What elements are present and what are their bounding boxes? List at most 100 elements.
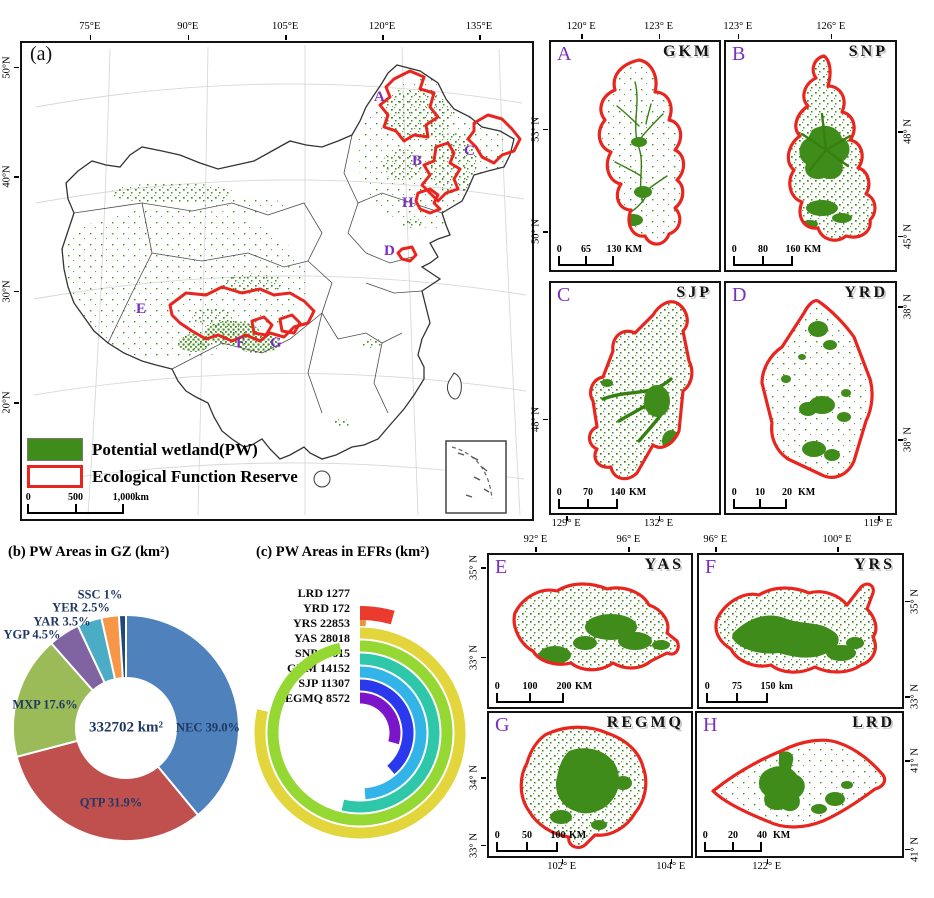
scalebar-unit: KM <box>804 244 822 255</box>
region-code-SNP: SNP <box>848 43 888 60</box>
donut-label-NEC: NEC 39.0% <box>176 720 240 735</box>
lon-tick-mark <box>715 547 717 552</box>
scalebar-mark <box>760 842 762 850</box>
scalebar-unit: KM <box>569 830 587 841</box>
scalebar-tick: 80 <box>758 244 768 255</box>
radial-bar-YAS <box>267 640 453 826</box>
scalebar-tick: 20 <box>782 487 792 498</box>
lat-tick-label: 38° N <box>902 427 914 453</box>
region-letter-F: F <box>705 556 717 578</box>
lat-tick-label: 48° N <box>530 406 542 432</box>
region-map-YRS <box>714 582 878 674</box>
province-borders <box>73 134 443 414</box>
donut-label-YER: YER 2.5% <box>52 600 110 615</box>
lat-tick-mark <box>905 760 910 762</box>
scalebar-mark <box>562 693 564 701</box>
region-map-REGMQ <box>519 725 648 850</box>
radial-label-YRD: YRD 172 <box>303 601 350 615</box>
scalebar-mark <box>616 499 618 507</box>
scalebar-mark <box>736 693 738 701</box>
lon-tick-label: 119° E <box>863 518 893 529</box>
x-tick-mark <box>285 35 287 40</box>
lat-tick-mark <box>481 656 486 659</box>
region-map-SNP <box>786 54 877 242</box>
scalebar-SNP-bar <box>733 256 793 266</box>
reserve-marker-A: A <box>374 89 385 105</box>
region-panel-LRD: H LRD 122° E 41° N 41° N 0 20 40 KM <box>695 711 921 872</box>
scalebar-LRD: 0 20 40 KM <box>703 830 790 852</box>
y-tick-mark <box>14 402 19 404</box>
lat-tick-mark <box>543 128 548 131</box>
scalebar-GKM-bar <box>558 256 614 266</box>
scalebar-mark <box>496 693 498 701</box>
scalebar-REGMQ-numbers: 0 50 100 KM <box>494 830 586 842</box>
reserve-swatch-icon <box>27 465 83 488</box>
lat-tick-label: 41° N <box>909 836 921 862</box>
region-letter-G: G <box>495 714 510 736</box>
scalebar-mark <box>27 504 29 512</box>
lon-tick-mark <box>581 34 583 39</box>
main-map-scalebar: 0 500 1,000 km <box>26 492 298 514</box>
x-tick-mark <box>89 35 92 40</box>
lon-tick-mark <box>566 516 568 521</box>
scalebar-tick: 160 <box>785 244 801 255</box>
scalebar-unit: KM <box>798 487 816 498</box>
scalebar-mark <box>526 842 528 850</box>
lat-tick-mark <box>898 235 903 238</box>
scalebar-SJP-bar <box>558 499 618 509</box>
lon-tick-mark <box>561 859 564 864</box>
region-letter-B: B <box>732 43 746 65</box>
lat-tick-mark <box>905 600 910 603</box>
scalebar-tick: 200 <box>556 681 572 692</box>
reserve-outline-GKM <box>597 58 686 246</box>
region-letter-D: D <box>732 284 747 306</box>
region-panel-GKM: A GKM 120° E 123° E 53° N 50° N 0 65 130 KM <box>531 21 721 272</box>
scalebar-mark <box>759 499 761 507</box>
donut-chart <box>12 613 240 842</box>
region-panel-YAS: E YAS 92° E 96° E 35° N 33° N 0 100 200 KM <box>469 534 693 709</box>
scalebar-YAS-bar <box>496 693 564 703</box>
lat-tick-label: 41° N <box>909 748 921 774</box>
scalebar-tick: 500 <box>68 492 83 503</box>
scalebar-tick: 100 <box>522 681 538 692</box>
radial-chart-panel: (c) PW Areas in EFRs (km²) LRD 1277 YRD 1… <box>250 542 482 896</box>
reserve-marker-F: F <box>236 335 246 351</box>
lon-tick-label: 126° E <box>816 21 846 32</box>
lon-tick-mark <box>658 34 661 39</box>
reserve-marker-E: E <box>136 301 147 317</box>
x-tick-label: 105°E <box>271 21 299 32</box>
lat-tick-label: 48° N <box>902 118 914 144</box>
taiwan-island <box>446 372 462 400</box>
scalebar-tick: 0 <box>556 244 562 255</box>
lon-tick-mark <box>670 859 673 864</box>
reserve-marker-H: H <box>402 195 414 211</box>
lon-tick-mark <box>837 547 839 552</box>
region-code-REGMQ: REGMQ <box>606 714 684 731</box>
scalebar-tick: 65 <box>581 244 591 255</box>
lon-tick-label: 123° E <box>644 21 674 32</box>
main-map-panel: (a) A B C D E F G H 75°E 90°E 105°E 120°E 135°E 50°… <box>2 21 534 521</box>
scalebar-mark <box>706 693 708 701</box>
region-code-YRD: YRD <box>844 284 888 301</box>
radial-label-SJP: SJP 11307 <box>298 676 350 690</box>
scalebar-LRD-bar <box>704 842 762 852</box>
scalebar-SJP: 0 70 140 KM <box>557 487 646 509</box>
donut-title: (b) PW Areas in GZ (km²) <box>8 544 170 560</box>
x-tick-label: 75°E <box>79 21 101 32</box>
scalebar-tick: 100 <box>550 830 566 841</box>
scalebar-mark <box>587 499 589 507</box>
lat-tick-mark <box>905 848 910 851</box>
scalebar-tick: 0 <box>494 830 500 841</box>
region-map-SJP <box>587 300 694 481</box>
scalebar-tick: 40 <box>757 830 767 841</box>
region-letter-H: H <box>703 714 718 736</box>
scalebar-tick: 150 <box>760 681 776 692</box>
reserve-outline-SNP <box>786 54 877 242</box>
reserve-marker-B: B <box>412 153 423 169</box>
reserve-outline-REGMQ <box>519 725 648 850</box>
radial-bar-SJP <box>359 679 414 775</box>
scalebar-tick: 130 <box>606 244 622 255</box>
region-code-LRD: LRD <box>852 714 895 731</box>
scalebar-mark <box>732 842 734 850</box>
scalebar-mark <box>733 499 735 507</box>
